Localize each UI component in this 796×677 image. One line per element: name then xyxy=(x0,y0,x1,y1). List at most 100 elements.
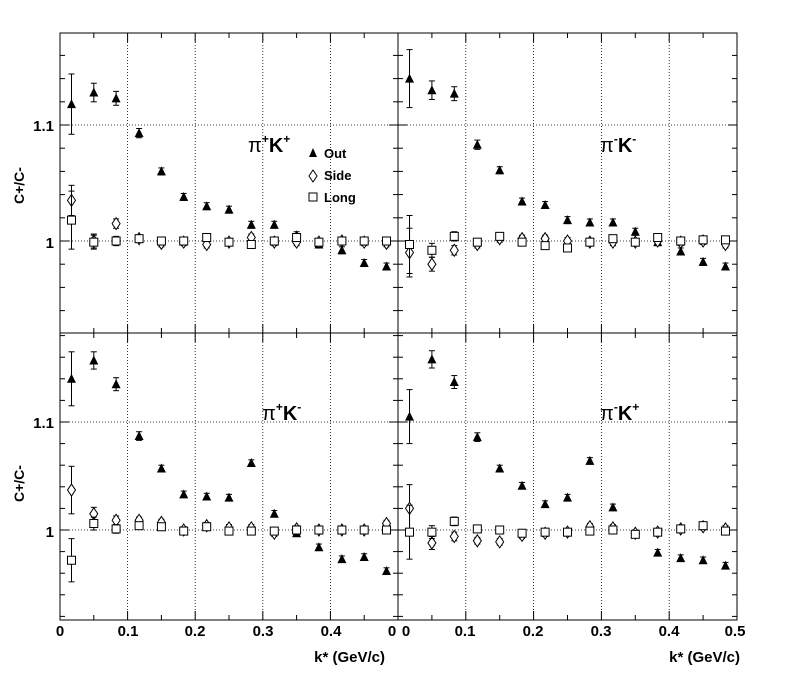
data-point-out xyxy=(66,373,76,383)
data-point-out xyxy=(66,99,76,109)
data-point-out xyxy=(449,377,459,387)
marks-layer xyxy=(66,49,731,583)
data-point-long xyxy=(540,527,550,537)
data-point-out xyxy=(314,542,324,552)
data-point-out xyxy=(156,166,166,176)
data-point-long xyxy=(202,522,212,532)
data-point-long xyxy=(517,237,527,247)
x-tick-label-right-0.2: 0.2 xyxy=(523,623,544,640)
data-point-long xyxy=(382,525,392,535)
data-point-out xyxy=(89,87,99,97)
data-point-long xyxy=(653,527,663,537)
data-point-side xyxy=(427,536,437,550)
data-point-long xyxy=(337,236,347,246)
data-point-long xyxy=(224,237,234,247)
data-point-out xyxy=(720,560,730,570)
data-point-out xyxy=(540,499,550,509)
data-point-long xyxy=(720,235,730,245)
data-point-out xyxy=(269,219,279,229)
data-point-out xyxy=(472,432,482,442)
data-point-out xyxy=(179,489,189,499)
data-point-out xyxy=(337,554,347,564)
x-tick-label-left-0.2: 0.2 xyxy=(185,623,206,640)
data-point-long xyxy=(359,236,369,246)
data-point-long xyxy=(134,234,144,244)
x-axis-title-left: k* (GeV/c) xyxy=(314,649,385,666)
data-point-out xyxy=(585,455,595,465)
y-tick-label-1-bottom: 1 xyxy=(46,524,54,541)
data-point-long xyxy=(224,526,234,536)
data-point-side xyxy=(111,216,121,231)
data-point-long xyxy=(314,237,324,247)
data-point-long xyxy=(269,236,279,246)
data-point-side xyxy=(449,529,459,544)
data-point-long xyxy=(472,237,482,247)
data-point-out xyxy=(608,217,618,227)
x-tick-label-right-0: 0 xyxy=(402,623,410,640)
data-point-out xyxy=(134,431,144,441)
data-point-long xyxy=(405,239,415,249)
panel-title-pi-plus-k-plus: π+K+ xyxy=(248,132,290,157)
data-point-out xyxy=(427,354,437,364)
data-point-out xyxy=(517,196,527,206)
x-tick-label-left-0.1: 0.1 xyxy=(118,623,139,640)
data-point-long xyxy=(89,237,99,247)
data-point-out xyxy=(449,88,459,98)
data-point-long xyxy=(292,525,302,535)
data-point-out xyxy=(495,463,505,473)
y-tick-label-1.1-top: 1.1 xyxy=(33,118,54,135)
y-tick-label-1.1-bottom: 1.1 xyxy=(33,415,54,432)
data-point-out xyxy=(585,217,595,227)
data-point-out xyxy=(405,73,415,83)
data-point-long xyxy=(720,526,730,536)
data-point-side xyxy=(472,533,482,548)
data-point-out xyxy=(630,226,640,236)
data-point-long xyxy=(653,233,663,243)
data-point-long xyxy=(246,526,256,536)
y-axis-title-top: C+/C- xyxy=(11,167,27,204)
data-point-out xyxy=(382,566,392,576)
data-point-long xyxy=(630,237,640,247)
data-point-long xyxy=(179,236,189,246)
data-point-long xyxy=(66,215,76,225)
data-point-long xyxy=(608,525,618,535)
data-point-out xyxy=(111,93,121,103)
data-point-out xyxy=(246,219,256,229)
data-point-out xyxy=(224,204,234,214)
data-point-long xyxy=(517,528,527,538)
data-point-long xyxy=(540,241,550,251)
legend-side-label: Side xyxy=(324,168,351,183)
data-point-side xyxy=(495,534,505,549)
x-tick-label-left-end: 0 xyxy=(388,623,396,640)
data-point-long xyxy=(314,525,324,535)
data-point-long xyxy=(66,555,76,565)
data-point-out xyxy=(653,547,663,557)
data-point-long xyxy=(246,239,256,249)
data-point-out xyxy=(698,256,708,266)
panel-title-pi-minus-k-minus: π-K- xyxy=(600,132,636,157)
data-point-out xyxy=(720,261,730,271)
data-point-long xyxy=(676,524,686,534)
legend-long-marker xyxy=(308,192,318,202)
x-tick-label-left-0.4: 0.4 xyxy=(321,623,343,640)
data-point-out xyxy=(179,191,189,201)
data-point-long xyxy=(179,526,189,536)
data-point-out xyxy=(472,139,482,149)
data-point-out xyxy=(495,165,505,175)
x-tick-label-right-0.1: 0.1 xyxy=(455,623,476,640)
data-point-long xyxy=(608,234,618,244)
x-axis-title-right: k* (GeV/c) xyxy=(669,649,740,666)
legend-side-marker xyxy=(308,169,318,183)
data-point-long xyxy=(269,526,279,536)
data-point-long xyxy=(111,236,121,246)
data-point-long xyxy=(676,236,686,246)
data-point-long xyxy=(89,519,99,529)
data-point-out xyxy=(202,491,212,501)
data-point-out xyxy=(676,553,686,563)
data-point-out xyxy=(269,508,279,518)
data-point-long xyxy=(359,525,369,535)
data-point-out xyxy=(224,492,234,502)
data-point-out xyxy=(563,492,572,502)
legend-out-label: Out xyxy=(324,146,347,161)
legend: Out Side Long xyxy=(308,146,356,205)
